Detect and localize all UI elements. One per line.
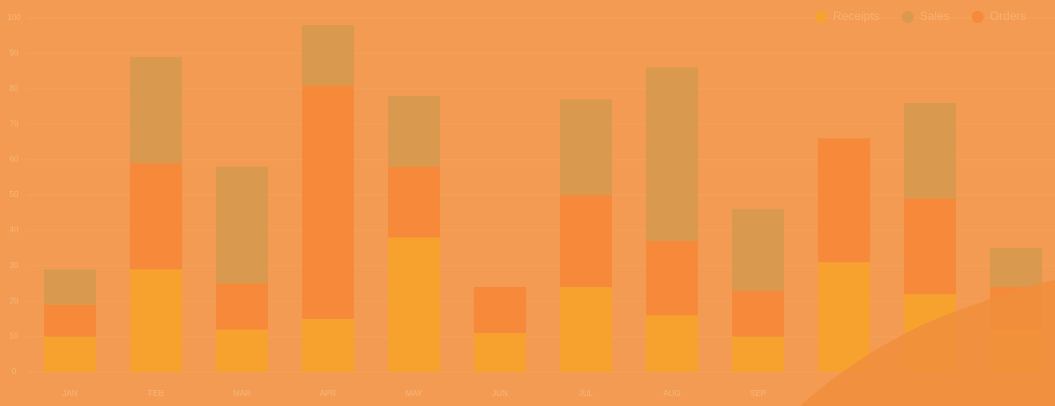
bar-segment [388, 95, 440, 167]
x-tick-label: SEP [750, 389, 766, 398]
bar-segment [388, 237, 440, 372]
bar-segment [818, 262, 870, 372]
x-tick-label: JUN [492, 389, 508, 398]
bar-segment [302, 25, 354, 86]
bar-segment [474, 333, 526, 372]
legend-text: Orders [990, 9, 1027, 23]
bar-segment [216, 166, 268, 284]
legend-text: Sales [920, 9, 950, 23]
y-tick-label: 0 [12, 367, 17, 376]
bar-segment [474, 287, 526, 334]
bar-segment [904, 102, 956, 199]
bar-segment [130, 56, 182, 164]
bar-segment [732, 290, 784, 337]
bar-segment [818, 138, 870, 263]
y-tick-label: 50 [10, 190, 19, 199]
y-tick-label: 70 [10, 119, 19, 128]
legend-text: Receipts [833, 9, 880, 23]
hand [800, 280, 1055, 406]
x-tick-label: AUG [663, 389, 680, 398]
legend-swatch [971, 11, 984, 23]
bar-segment [44, 336, 96, 372]
y-tick-label: 60 [10, 155, 19, 164]
bar-segment [732, 336, 784, 372]
bar-segment [388, 166, 440, 238]
bar-segment [560, 287, 612, 372]
bar-segment [646, 67, 698, 242]
bar-segment [560, 195, 612, 288]
x-tick-label: MAY [406, 389, 423, 398]
legend-swatch [901, 11, 914, 23]
y-tick-label: 100 [7, 13, 21, 22]
y-tick-label: 80 [10, 84, 19, 93]
bar-segment [732, 209, 784, 291]
bar-segment [904, 198, 956, 295]
x-tick-label: MAR [233, 389, 251, 398]
bar-segment [44, 269, 96, 305]
bar-segment [130, 163, 182, 270]
bar-segment [216, 329, 268, 372]
y-tick-label: 30 [10, 261, 19, 270]
bar-segment [302, 85, 354, 319]
y-tick-label: 40 [10, 226, 19, 235]
x-tick-label: APR [320, 389, 337, 398]
bar-segment [130, 269, 182, 372]
y-tick-label: 90 [10, 49, 19, 58]
bar-segment [302, 318, 354, 372]
bar-segment [990, 248, 1042, 288]
y-tick-label: 20 [10, 296, 19, 305]
bar-segment [646, 315, 698, 372]
legend-swatch [815, 11, 827, 23]
bar-segment [560, 99, 612, 195]
bar-segment [44, 304, 96, 337]
bar-segment [646, 241, 698, 316]
bar-segment [216, 283, 268, 330]
x-tick-label: JAN [62, 389, 77, 398]
x-tick-label: FEB [148, 389, 164, 398]
y-tick-label: 10 [10, 332, 19, 341]
x-tick-label: JUL [579, 389, 594, 398]
